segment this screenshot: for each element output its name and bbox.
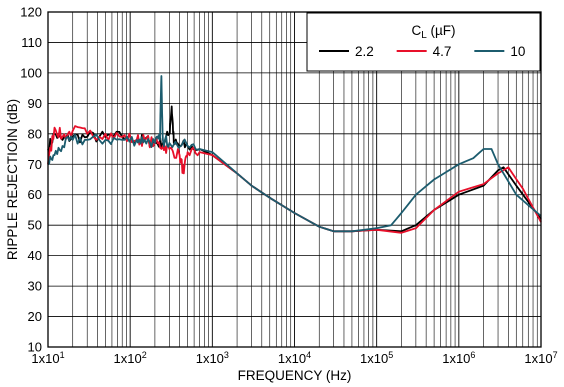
y-tick-label: 50 xyxy=(28,218,42,233)
x-tick-label: 1x102 xyxy=(114,350,147,366)
legend-title-main: C xyxy=(411,23,421,38)
x-tick-label: 1x105 xyxy=(360,350,393,366)
series-line-10 xyxy=(47,75,542,233)
legend-title: CL (µF) xyxy=(411,23,455,41)
y-tick-label: 70 xyxy=(28,157,42,172)
series-lines xyxy=(47,75,542,234)
y-tick-label: 20 xyxy=(28,309,42,324)
y-tick-label: 90 xyxy=(28,96,42,111)
legend-box xyxy=(306,12,541,72)
x-tick-label: 1x103 xyxy=(196,350,229,366)
legend-label-10: 10 xyxy=(510,44,525,59)
y-tick-label: 120 xyxy=(20,5,42,20)
y-tick-label: 40 xyxy=(28,248,42,263)
y-tick-label: 80 xyxy=(28,126,42,141)
x-tick-label: 1x106 xyxy=(442,350,475,366)
x-tick-label: 1x107 xyxy=(524,350,557,366)
plot-frame xyxy=(47,11,542,348)
x-axis-title: FREQUENCY (Hz) xyxy=(238,368,352,383)
legend-title-subscript: L xyxy=(421,30,427,41)
y-tick-labels: 10 20 30 40 50 60 70 80 90 100 110 120 xyxy=(20,5,42,355)
x-tick-label: 1x104 xyxy=(278,350,311,366)
y-tick-label: 60 xyxy=(28,187,42,202)
legend-title-unit: (µF) xyxy=(427,23,456,38)
legend-label-2.2: 2.2 xyxy=(355,44,374,59)
y-tick-label: 30 xyxy=(28,279,42,294)
x-tick-label: 1x101 xyxy=(31,350,64,366)
y-tick-label: 10 xyxy=(28,340,42,355)
y-axis-title: RIPPLE REJECTIOIN (dB) xyxy=(5,99,20,260)
x-tick-labels: 1x101 1x102 1x103 1x104 1x105 1x106 1x107 xyxy=(31,350,557,366)
y-tick-label: 100 xyxy=(20,65,42,80)
legend-label-4.7: 4.7 xyxy=(433,44,452,59)
legend-items: 2.2 4.7 10 xyxy=(319,44,525,59)
legend: CL (µF) 2.2 4.7 10 xyxy=(306,12,541,72)
y-tick-label: 110 xyxy=(21,35,42,50)
